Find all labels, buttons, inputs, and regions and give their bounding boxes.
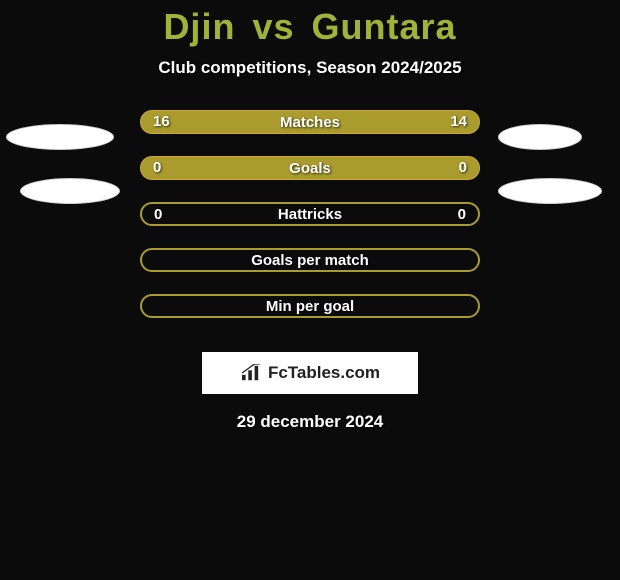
title-vs: vs	[252, 6, 294, 47]
stat-row: 0 Hattricks 0	[0, 202, 620, 248]
stats-comparison-card: Djin vs Guntara Club competitions, Seaso…	[0, 0, 620, 580]
stat-row: Goals per match	[0, 248, 620, 294]
stat-left-value: 0	[153, 159, 161, 176]
stat-label: Goals	[289, 160, 331, 177]
date-label: 29 december 2024	[0, 412, 620, 432]
stat-left-value: 16	[153, 113, 170, 130]
stat-bar: Min per goal	[140, 294, 480, 318]
stat-left-value: 0	[154, 206, 162, 223]
stat-label: Goals per match	[251, 252, 369, 269]
stat-label: Matches	[280, 114, 340, 131]
player1-name: Djin	[163, 6, 235, 47]
stat-bar: 0 Goals 0	[140, 156, 480, 180]
chart-icon	[240, 364, 262, 382]
stat-label: Min per goal	[266, 298, 354, 315]
stat-bar: 0 Hattricks 0	[140, 202, 480, 226]
page-title: Djin vs Guntara	[0, 0, 620, 48]
stat-row: 16 Matches 14	[0, 110, 620, 156]
stat-bar: Goals per match	[140, 248, 480, 272]
stat-rows: 16 Matches 14 0 Goals 0 0 Hattricks 0 Goals per m…	[0, 110, 620, 340]
subtitle: Club competitions, Season 2024/2025	[0, 58, 620, 78]
stat-right-value: 14	[450, 113, 467, 130]
stat-label: Hattricks	[278, 206, 342, 223]
stat-bar: 16 Matches 14	[140, 110, 480, 134]
logo-text: FcTables.com	[268, 363, 380, 383]
player2-name: Guntara	[312, 6, 457, 47]
stat-right-value: 0	[458, 206, 466, 223]
stat-right-value: 0	[459, 159, 467, 176]
stat-row: Min per goal	[0, 294, 620, 340]
stat-row: 0 Goals 0	[0, 156, 620, 202]
source-logo: FcTables.com	[202, 352, 418, 394]
